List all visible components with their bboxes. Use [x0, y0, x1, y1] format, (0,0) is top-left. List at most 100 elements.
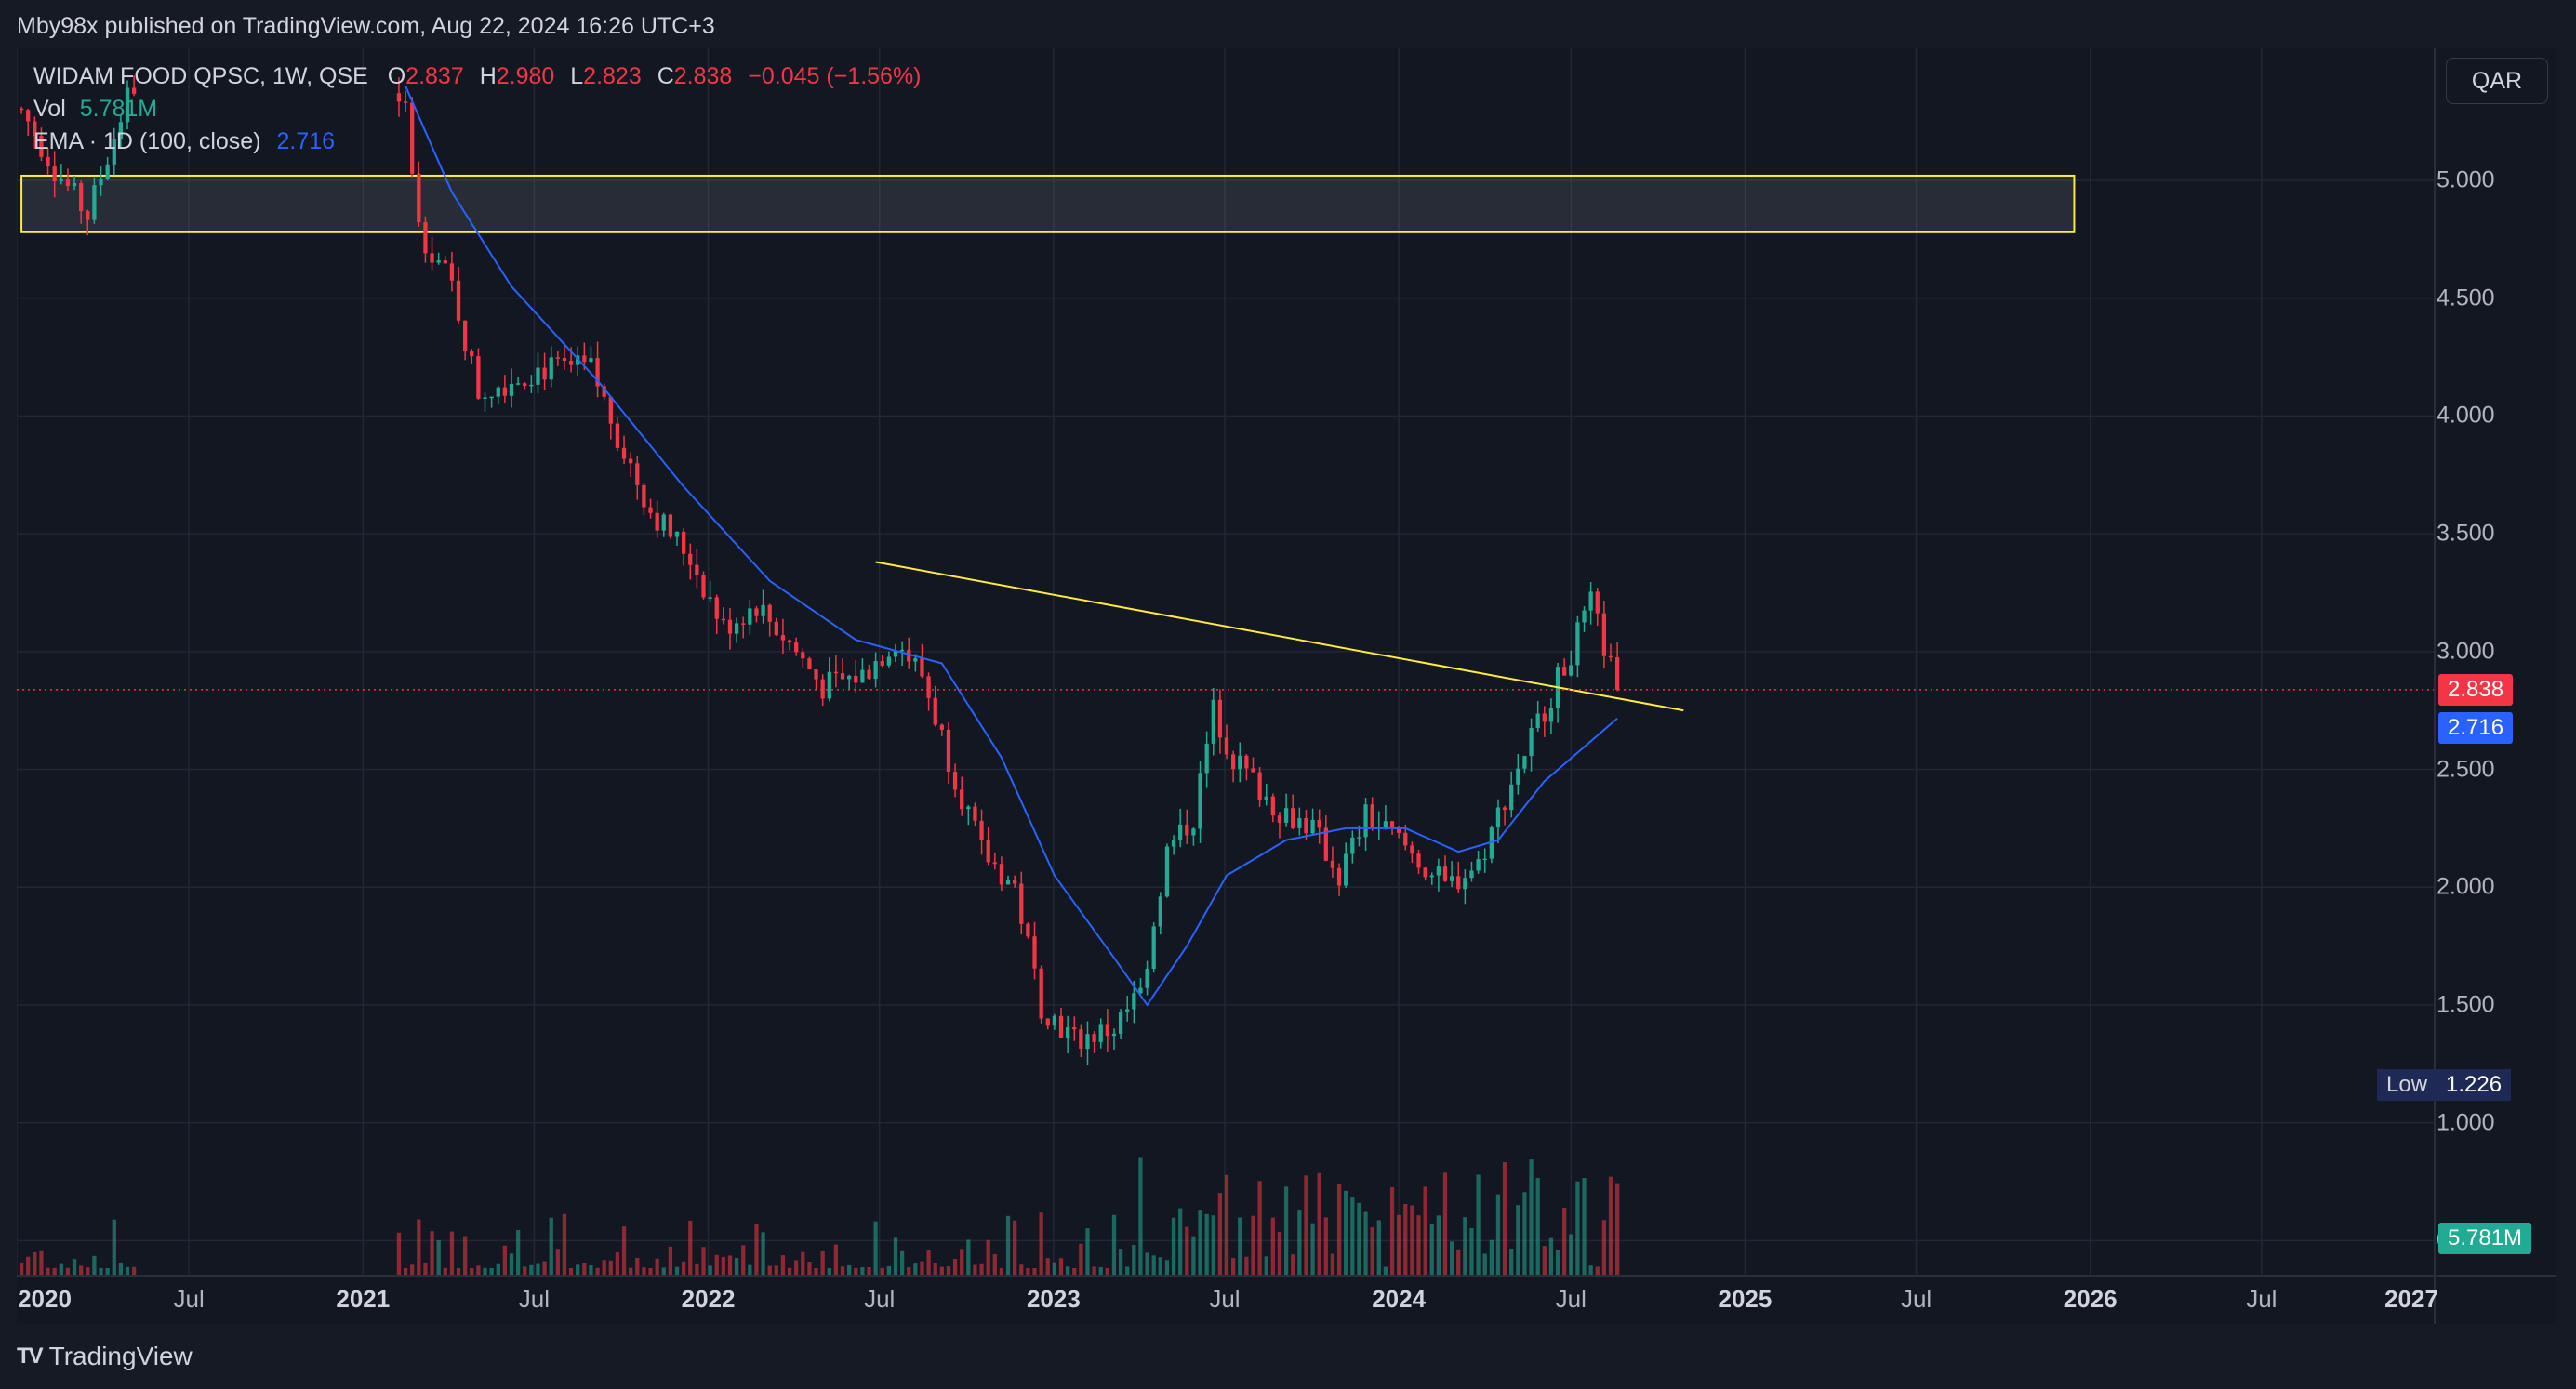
candle-body — [509, 383, 514, 396]
volume-bar — [1569, 1234, 1573, 1276]
candle-body — [1072, 1027, 1077, 1030]
candle-body — [1383, 821, 1388, 827]
candle-body — [1204, 743, 1209, 774]
volume-bar — [714, 1254, 719, 1276]
candle-body — [1509, 784, 1514, 811]
candle-body — [1442, 866, 1448, 881]
candle-body — [1389, 821, 1395, 827]
ema-value: 2.716 — [276, 128, 336, 154]
volume-bar — [608, 1260, 613, 1276]
candle-body — [1138, 987, 1143, 994]
candle-body — [992, 862, 997, 865]
candle-body — [847, 675, 852, 680]
candle-body — [952, 772, 958, 790]
volume-bar — [787, 1267, 792, 1276]
candle-body — [767, 604, 772, 622]
candle-body — [105, 164, 110, 179]
candle-body — [463, 320, 468, 351]
price-tick: 4.000 — [2437, 402, 2495, 429]
candle-body — [827, 671, 831, 699]
candle-body — [1032, 936, 1037, 969]
volume-bar — [46, 1267, 50, 1276]
volume-bar — [814, 1267, 818, 1276]
candle-body — [1125, 1009, 1130, 1012]
volume-bar — [1370, 1227, 1374, 1276]
time-tick: Jul — [1900, 1285, 1932, 1313]
volume-bar — [1595, 1266, 1600, 1276]
candle-body — [999, 864, 1004, 885]
candle-body — [682, 531, 686, 554]
resistance-zone — [20, 174, 2076, 233]
candle-body — [1516, 768, 1520, 785]
volume-bar — [489, 1267, 494, 1276]
candle-body — [1403, 832, 1408, 846]
candle-body — [1191, 828, 1196, 836]
candle-body — [854, 675, 858, 683]
volume-bar — [536, 1263, 540, 1276]
volume-bar — [1436, 1215, 1441, 1276]
grid — [17, 48, 2436, 1276]
volume-bar — [973, 1264, 977, 1276]
brand-name: TradingView — [48, 1342, 193, 1370]
candle-body — [1535, 713, 1540, 728]
volume-bar — [1138, 1158, 1143, 1276]
candle-body — [92, 185, 97, 220]
volume-bar — [423, 1263, 428, 1276]
volume-bar — [986, 1239, 990, 1276]
price-tick: 3.500 — [2437, 520, 2495, 547]
volume-bar — [1555, 1250, 1560, 1276]
candle-body — [1111, 1033, 1117, 1037]
candle-body — [496, 387, 500, 397]
candle-body — [529, 384, 534, 387]
volume-bar — [1469, 1227, 1474, 1276]
candle-body — [1495, 807, 1501, 828]
tradingview-brand[interactable]: TV TradingView — [17, 1342, 193, 1371]
volume-bar — [952, 1259, 958, 1276]
volume-bar — [576, 1264, 580, 1276]
volume-bar — [946, 1266, 951, 1276]
volume-bar — [1304, 1175, 1308, 1276]
volume-bar — [1482, 1253, 1487, 1276]
candle-body — [1151, 926, 1156, 969]
volume-bar — [1376, 1220, 1381, 1276]
candle-body — [1297, 818, 1302, 828]
price-tick: 1.000 — [2437, 1109, 2495, 1136]
volume-bar — [79, 1265, 84, 1276]
candle-body — [430, 253, 434, 263]
volume-bar — [774, 1265, 778, 1276]
volume-bar — [695, 1263, 699, 1276]
candle-body — [417, 173, 421, 223]
volume-bar — [1601, 1220, 1607, 1276]
chart-panel[interactable] — [17, 48, 2556, 1324]
volume-bar — [767, 1265, 772, 1276]
candle-body — [19, 108, 24, 111]
candle-body — [661, 514, 666, 531]
volume-bar — [417, 1219, 421, 1276]
candle-body — [986, 840, 990, 863]
candle-body — [1330, 860, 1335, 868]
change-value: −0.045 (−1.56%) — [748, 63, 922, 89]
volume-bar — [847, 1264, 852, 1276]
volume-bar — [92, 1255, 97, 1276]
volume-bar — [860, 1267, 865, 1276]
candle-body — [1323, 827, 1328, 861]
volume-bar — [642, 1267, 646, 1276]
candle-body — [1608, 655, 1613, 658]
volume-bar — [1079, 1243, 1083, 1276]
candle-body — [1548, 708, 1554, 722]
candle-body — [1456, 876, 1461, 890]
candle-body — [1529, 727, 1534, 757]
volume-bar — [1098, 1267, 1103, 1276]
currency-button[interactable]: QAR — [2446, 58, 2548, 104]
trendline — [875, 561, 1684, 712]
candle-body — [410, 102, 415, 174]
volume-bar — [449, 1231, 455, 1276]
volume-bar — [741, 1245, 746, 1276]
volume-bar — [615, 1251, 620, 1276]
candle-body — [1562, 667, 1567, 676]
volume-bar — [655, 1258, 659, 1276]
candle-body — [926, 676, 931, 698]
candle-body — [794, 642, 799, 653]
volume-bar — [1495, 1194, 1501, 1276]
price-chart[interactable] — [17, 48, 2556, 1324]
